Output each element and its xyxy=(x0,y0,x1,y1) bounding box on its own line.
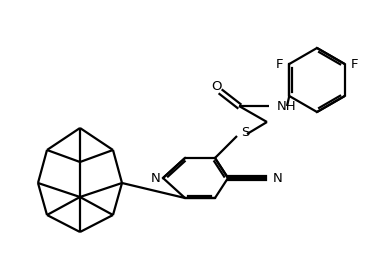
Text: O: O xyxy=(211,81,221,93)
Text: N: N xyxy=(273,172,283,184)
Text: S: S xyxy=(241,127,249,139)
Text: NH: NH xyxy=(277,99,297,113)
Text: F: F xyxy=(351,58,358,70)
Text: F: F xyxy=(276,58,283,70)
Text: N: N xyxy=(151,172,161,184)
